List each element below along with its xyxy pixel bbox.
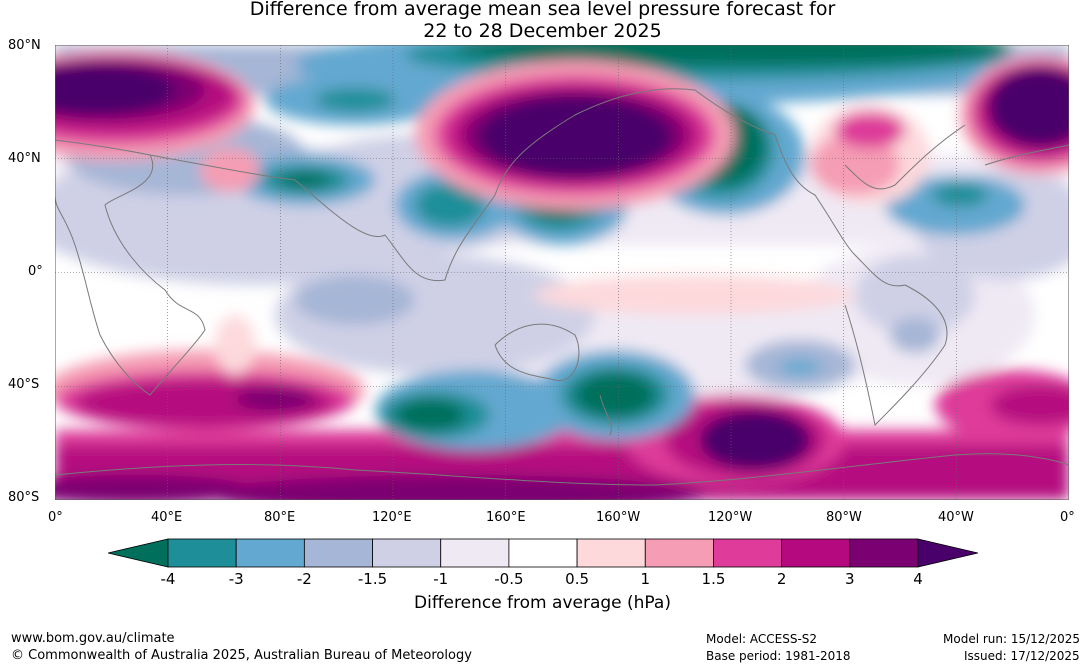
base-period: Base period: 1981-2018 — [706, 649, 851, 663]
colorbar-box — [235, 538, 305, 568]
colorbar-box — [372, 538, 442, 568]
colorbar — [108, 538, 978, 568]
colorbar-box — [576, 538, 646, 568]
lon-label-160w: 160°W — [596, 510, 641, 525]
lon-label-80w: 80°W — [826, 510, 862, 525]
colorbar-tick-label: 4 — [913, 570, 923, 588]
lat-label-40s: 40°S — [8, 377, 40, 392]
colorbar-box — [508, 538, 578, 568]
pressure-anomaly-map — [55, 45, 1069, 500]
map-title-line2: 22 to 28 December 2025 — [423, 20, 662, 42]
colorbar-tick-label: -1.5 — [357, 570, 388, 588]
lon-label-80e: 80°E — [264, 510, 296, 525]
colorbar-box — [713, 538, 783, 568]
colorbar-box — [303, 538, 373, 568]
coastlines — [55, 88, 1069, 486]
colorbar-box — [644, 538, 714, 568]
lat-label-equator: 0° — [28, 264, 43, 279]
colorbar-tick-label: 1 — [640, 570, 651, 588]
copyright-text: © Commonwealth of Australia 2025, Austra… — [11, 648, 472, 663]
lat-label-40n: 40°N — [8, 151, 41, 166]
lon-label-120w: 120°W — [708, 510, 753, 525]
colorbar-tick-label: -1 — [433, 570, 449, 588]
lat-label-80n: 80°N — [8, 38, 41, 53]
website-text: www.bom.gov.au/climate — [11, 631, 175, 646]
issued-date: Issued: 17/12/2025 — [964, 649, 1080, 663]
lon-label-0-left: 0° — [48, 510, 63, 525]
colorbar-tick-label: -0.5 — [494, 570, 524, 588]
map-title-line1: Difference from average mean sea level p… — [249, 0, 836, 20]
colorbar-box — [167, 538, 237, 568]
colorbar-tick-label: 1.5 — [701, 570, 726, 588]
lat-label-80s: 80°S — [8, 490, 40, 505]
colorbar-tick-label: -2 — [296, 570, 312, 588]
graticule — [55, 45, 1069, 500]
colorbar-arrow-low — [108, 538, 169, 568]
colorbar-box — [440, 538, 510, 568]
lon-label-160e: 160°E — [486, 510, 526, 525]
lon-label-40e: 40°E — [151, 510, 183, 525]
model-name: Model: ACCESS-S2 — [706, 632, 818, 646]
lon-label-0-right: 0° — [1060, 510, 1075, 525]
colorbar-tick-label: 3 — [845, 570, 855, 588]
colorbar-label: Difference from average (hPa) — [414, 593, 671, 613]
colorbar-box — [849, 538, 919, 568]
colorbar-tick-label: 2 — [776, 570, 787, 588]
colorbar-tick-label: -4 — [160, 570, 176, 588]
lon-label-120e: 120°E — [372, 510, 412, 525]
colorbar-tick-label: -3 — [228, 570, 244, 588]
colorbar-box — [781, 538, 851, 568]
colorbar-tick-label: 0.5 — [565, 570, 590, 588]
model-run: Model run: 15/12/2025 — [943, 632, 1081, 646]
colorbar-arrow-high — [917, 538, 978, 568]
lon-label-40w: 40°W — [938, 510, 974, 525]
